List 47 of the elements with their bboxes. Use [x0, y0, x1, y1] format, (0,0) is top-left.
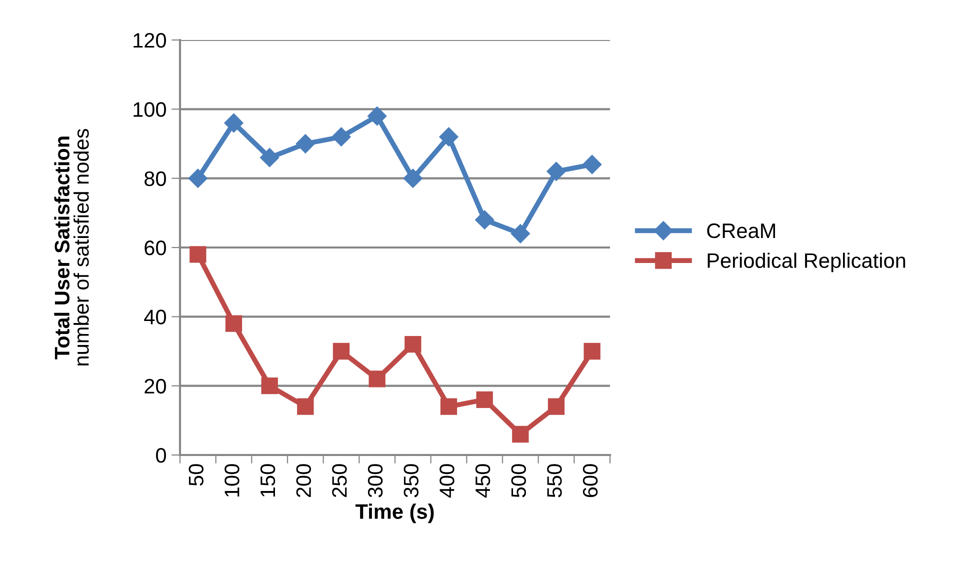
point: [439, 127, 458, 146]
point: [512, 426, 529, 443]
point: [546, 162, 566, 181]
point: [368, 370, 386, 388]
point: [297, 398, 314, 415]
y-tick-label: 120: [134, 33, 166, 48]
y-tick-label: 0: [156, 448, 166, 463]
point: [225, 315, 242, 332]
x-tick-label: 150: [260, 464, 276, 496]
point: [404, 336, 422, 353]
point: [296, 134, 315, 154]
point: [403, 168, 422, 188]
x-tick-label: 500: [511, 464, 526, 498]
y-tick-label: 20: [144, 378, 166, 394]
x-axis-title: Time (s): [355, 504, 434, 524]
point: [548, 398, 565, 415]
point: [440, 398, 458, 415]
point: [475, 210, 494, 230]
x-tick-label: 200: [296, 464, 312, 498]
point: [584, 342, 600, 360]
y-tick-label: 60: [144, 240, 166, 256]
y-tick-label: 80: [144, 171, 166, 186]
x-tick-label: 350: [404, 464, 419, 498]
x-tick-label: 100: [224, 464, 240, 496]
point: [332, 342, 350, 360]
x-tick-label: 250: [332, 464, 347, 498]
point: [476, 391, 493, 408]
x-tick-label: 550: [547, 464, 562, 498]
point: [261, 378, 278, 394]
point: [224, 113, 244, 133]
point: [188, 168, 208, 188]
point: [190, 246, 206, 263]
y-tick-label: 100: [134, 102, 166, 117]
x-tick-label: 300: [368, 464, 383, 498]
point: [368, 106, 387, 126]
x-tick-label: 600: [582, 464, 598, 498]
legend-label: Periodical Replication: [708, 252, 906, 272]
x-tick-label: 50: [188, 464, 204, 486]
point: [332, 127, 351, 146]
y-tick-label: 40: [144, 310, 166, 324]
point: [582, 154, 602, 174]
x-tick-label: 450: [475, 464, 490, 498]
y-axis-title: Total User Satisfaction number of satisfied nodes: [54, 128, 89, 366]
point: [510, 224, 530, 244]
x-tick-label: 400: [440, 464, 454, 498]
point: [260, 148, 280, 168]
legend-label: CReaM: [707, 223, 776, 238]
